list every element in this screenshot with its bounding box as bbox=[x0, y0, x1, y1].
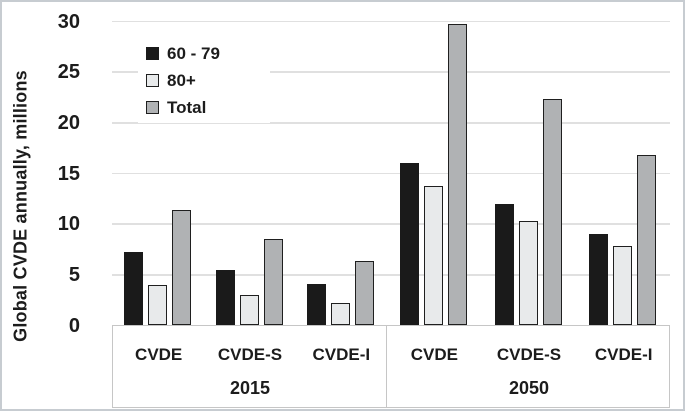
y-tick-label-15: 15 bbox=[57, 162, 80, 185]
bar-2015-CVDE-I-80+ bbox=[330, 303, 350, 326]
year-label-2050: 2050 bbox=[508, 378, 550, 398]
bar-2050-CVDE-60-79 bbox=[399, 163, 419, 326]
legend-label-total: Total bbox=[167, 98, 207, 117]
y-axis-title: Global CVDE annually, millions bbox=[10, 70, 31, 342]
legend: 60 - 79 80+ Total bbox=[138, 38, 270, 123]
bar-2050-CVDE-I-60-79 bbox=[589, 234, 609, 326]
y-tick-label-0: 0 bbox=[68, 314, 80, 337]
gridline-25 bbox=[112, 71, 670, 73]
y-tick-label-30: 30 bbox=[57, 10, 80, 33]
year-section-divider bbox=[385, 326, 387, 407]
bar-2015-CVDE-80+ bbox=[148, 284, 168, 326]
legend-label-60-79: 60 - 79 bbox=[167, 44, 220, 63]
y-tick-label-5: 5 bbox=[68, 263, 80, 286]
gridline-5 bbox=[112, 274, 670, 276]
gridline-20 bbox=[112, 122, 670, 124]
category-label-2050-CVDE-I: CVDE-I bbox=[594, 345, 653, 364]
y-tick-label-25: 25 bbox=[57, 61, 80, 84]
year-label-2015: 2015 bbox=[229, 378, 271, 398]
bar-2050-CVDE-I-80+ bbox=[613, 246, 633, 326]
category-axis-box: CVDE CVDE-S CVDE-I 2015 CVDE CVDE-S CVDE-I 2050 bbox=[112, 325, 670, 408]
bar-2050-CVDE-I-Total bbox=[637, 155, 657, 326]
bar-2050-CVDE-Total bbox=[447, 23, 467, 326]
bar-2050-CVDE-80+ bbox=[423, 185, 443, 326]
legend-label-80plus: 80+ bbox=[167, 71, 196, 90]
category-label-2015-CVDE: CVDE bbox=[135, 345, 183, 364]
legend-item-60-79: 60 - 79 bbox=[146, 44, 264, 63]
legend-swatch-60-79-icon bbox=[146, 47, 159, 60]
bar-2015-CVDE-I-Total bbox=[354, 260, 374, 326]
bar-2050-CVDE-S-80+ bbox=[518, 221, 538, 326]
bar-2015-CVDE-60-79 bbox=[124, 251, 144, 326]
legend-swatch-80plus-icon bbox=[146, 74, 159, 87]
legend-item-80plus: 80+ bbox=[146, 71, 264, 90]
bar-2015-CVDE-S-80+ bbox=[239, 295, 259, 326]
bar-2015-CVDE-I-60-79 bbox=[306, 283, 326, 326]
bar-2050-CVDE-S-60-79 bbox=[494, 203, 514, 326]
legend-item-total: Total bbox=[146, 98, 264, 117]
category-label-2050-CVDE-S: CVDE-S bbox=[496, 345, 562, 364]
legend-swatch-total-icon bbox=[146, 101, 159, 114]
y-tick-label-10: 10 bbox=[57, 213, 80, 236]
gridline-10 bbox=[112, 223, 670, 225]
bar-2050-CVDE-S-Total bbox=[542, 98, 562, 326]
category-label-2015-CVDE-I: CVDE-I bbox=[312, 345, 371, 364]
bar-2015-CVDE-S-Total bbox=[263, 239, 283, 326]
gridline-15 bbox=[112, 172, 670, 175]
y-tick-label-20: 20 bbox=[57, 111, 80, 134]
bar-2015-CVDE-Total bbox=[172, 209, 192, 326]
category-label-2015-CVDE-S: CVDE-S bbox=[217, 345, 283, 364]
bar-2015-CVDE-S-60-79 bbox=[215, 269, 235, 326]
gridline-30 bbox=[112, 20, 670, 23]
category-label-2050-CVDE: CVDE bbox=[410, 345, 458, 364]
